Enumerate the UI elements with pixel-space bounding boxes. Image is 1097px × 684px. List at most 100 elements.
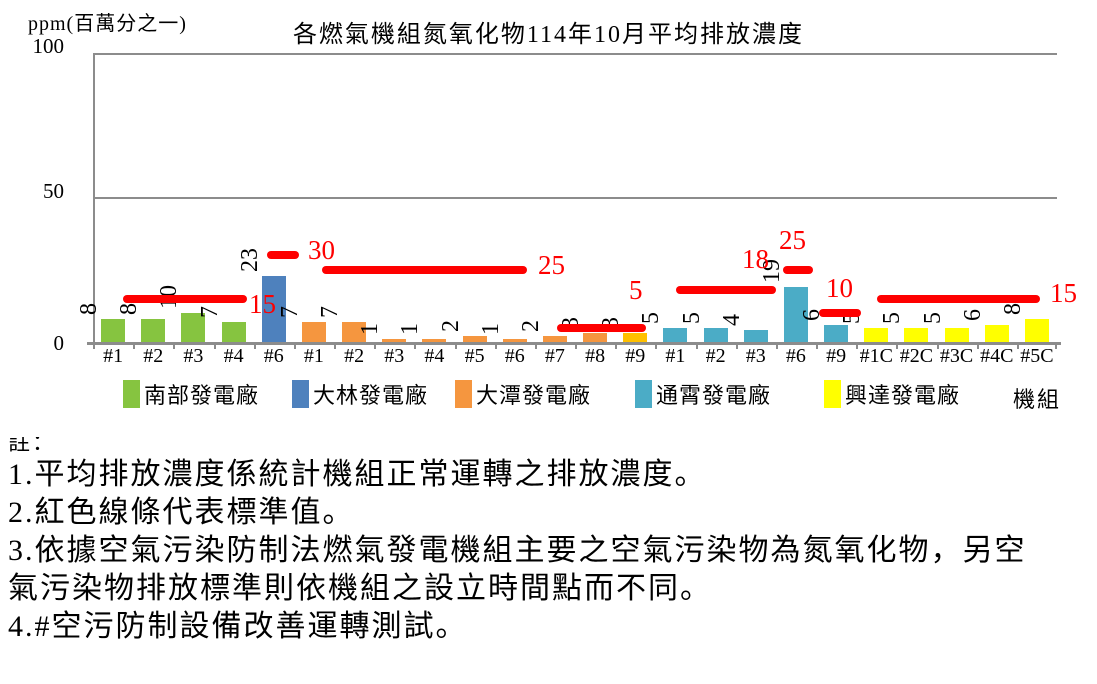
x-axis-tick bbox=[374, 342, 377, 349]
legend-swatch bbox=[455, 380, 472, 408]
x-category-label: #1 bbox=[665, 345, 686, 367]
x-category-label: #9 bbox=[625, 345, 646, 367]
standard-line-label: 18 bbox=[742, 244, 769, 274]
bar-#1 bbox=[301, 321, 326, 342]
x-category-label: #6 bbox=[785, 345, 806, 367]
bar-#7 bbox=[542, 336, 567, 342]
x-category-label: #1 bbox=[303, 345, 324, 367]
legend-label: 南部發電廠 bbox=[144, 383, 260, 408]
standard-line-15 bbox=[123, 294, 247, 303]
note-line-2: 2.紅色線條代表標準值。 bbox=[8, 496, 355, 529]
x-category-label: #3 bbox=[183, 345, 204, 367]
x-axis-tick bbox=[655, 342, 658, 349]
bar-value-label: 1 bbox=[477, 323, 504, 336]
y-tick-label-0: 0 bbox=[53, 331, 65, 355]
bar-value-label: 2 bbox=[517, 320, 544, 333]
standard-line-label: 10 bbox=[826, 273, 853, 303]
x-category-label: #2 bbox=[344, 345, 365, 367]
bar-value-label: 8 bbox=[999, 302, 1026, 315]
note-line-3: 3.依據空氣污染防制法燃氣發電機組主要之空氣污染物為氮氧化物，另空 bbox=[8, 534, 1027, 567]
x-category-label: #4C bbox=[980, 345, 1014, 367]
notes-heading: 註： bbox=[8, 437, 57, 453]
standard-line-30 bbox=[267, 251, 299, 260]
x-category-label: #1 bbox=[103, 345, 124, 367]
standard-line-10 bbox=[819, 309, 861, 318]
legend-label: 大林發電廠 bbox=[313, 383, 429, 408]
bar-#6 bbox=[783, 287, 808, 342]
bar-#3 bbox=[743, 330, 768, 342]
bar-#9 bbox=[824, 324, 849, 342]
x-axis-tick bbox=[695, 342, 698, 349]
bar-value-label: 2 bbox=[437, 320, 464, 333]
gridline-50 bbox=[93, 196, 1057, 199]
x-axis-tick bbox=[575, 342, 577, 349]
x-category-label: #3 bbox=[384, 345, 405, 367]
bar-value-label: 23 bbox=[236, 247, 263, 272]
legend-swatch bbox=[635, 380, 652, 408]
x-axis-tick bbox=[213, 342, 216, 349]
legend-label: 興達發電廠 bbox=[845, 383, 961, 408]
x-axis-line bbox=[87, 342, 1061, 345]
bar-#3C bbox=[944, 327, 969, 342]
x-category-label: #8 bbox=[585, 345, 606, 367]
legend-swatch bbox=[824, 380, 841, 408]
x-category-label: #5 bbox=[464, 345, 485, 367]
bar-value-label: 5 bbox=[919, 311, 946, 324]
standard-line-15 bbox=[877, 294, 1040, 303]
bar-value-label: 7 bbox=[196, 305, 223, 318]
x-category-label: #7 bbox=[544, 345, 565, 367]
bar-value-label: 7 bbox=[317, 305, 344, 318]
standard-line-25 bbox=[322, 265, 527, 274]
standard-line-label: 25 bbox=[538, 250, 565, 280]
bar-value-label: 1 bbox=[357, 323, 384, 336]
legend-label: 通霄發電廠 bbox=[656, 383, 772, 408]
bar-value-label: 8 bbox=[76, 302, 103, 315]
x-category-label: #3C bbox=[939, 345, 974, 367]
note-line-1: 1.平均排放濃度係統計機組正常運轉之排放濃度。 bbox=[8, 458, 707, 491]
bar-#3 bbox=[382, 339, 407, 342]
note-line-5: 4.#空污防制設備改善運轉測試。 bbox=[8, 610, 468, 643]
x-axis-tick bbox=[896, 342, 899, 349]
x-category-label: #1C bbox=[859, 345, 893, 367]
bar-value-label: 8 bbox=[116, 302, 143, 315]
bar-value-label: 6 bbox=[959, 308, 986, 321]
standard-line-label: 25 bbox=[779, 225, 806, 255]
x-category-label: #3 bbox=[745, 345, 766, 367]
bar-#5 bbox=[462, 336, 487, 342]
x-axis-tick bbox=[133, 342, 136, 349]
bar-#1 bbox=[101, 318, 126, 342]
legend-item-4: 通霄發電廠 bbox=[635, 379, 771, 409]
plot-top-border bbox=[93, 53, 1057, 55]
bar-#2 bbox=[703, 327, 728, 342]
x-axis-tick bbox=[936, 342, 939, 349]
bar-#1C bbox=[864, 327, 889, 342]
x-axis-tick bbox=[494, 342, 497, 349]
legend-item-3: 大潭發電廠 bbox=[455, 379, 591, 409]
x-category-label: #2 bbox=[705, 345, 726, 367]
standard-line-label: 5 bbox=[629, 275, 643, 305]
legend-swatch bbox=[123, 380, 140, 408]
x-axis-tick bbox=[816, 342, 818, 349]
y-axis-unit-label: ppm(百萬分之一) bbox=[28, 13, 187, 35]
standard-line-18 bbox=[676, 285, 776, 294]
y-tick-label-50: 50 bbox=[43, 178, 64, 203]
bar-value-label: 5 bbox=[678, 311, 705, 324]
bar-value-label: 1 bbox=[397, 323, 424, 336]
bar-value-label: 4 bbox=[718, 314, 745, 327]
legend-swatch bbox=[292, 380, 309, 408]
x-category-label: #2C bbox=[899, 345, 934, 367]
x-axis-tick bbox=[293, 342, 296, 349]
standard-line-label: 15 bbox=[1050, 278, 1077, 308]
x-category-label: #6 bbox=[263, 345, 284, 367]
bar-#4C bbox=[984, 324, 1009, 342]
standard-line-5 bbox=[557, 323, 646, 332]
y-tick-label-100: 100 bbox=[32, 34, 65, 58]
standard-line-label: 15 bbox=[249, 289, 276, 319]
x-category-label: #2 bbox=[143, 345, 164, 367]
x-axis-tick bbox=[856, 342, 859, 349]
note-line-4: 氣污染物排放標準則依機組之設立時間點而不同。 bbox=[8, 572, 712, 605]
bar-#5C bbox=[1024, 318, 1049, 342]
legend-item-1: 南部發電廠 bbox=[123, 379, 259, 409]
x-axis-tick bbox=[173, 342, 176, 349]
